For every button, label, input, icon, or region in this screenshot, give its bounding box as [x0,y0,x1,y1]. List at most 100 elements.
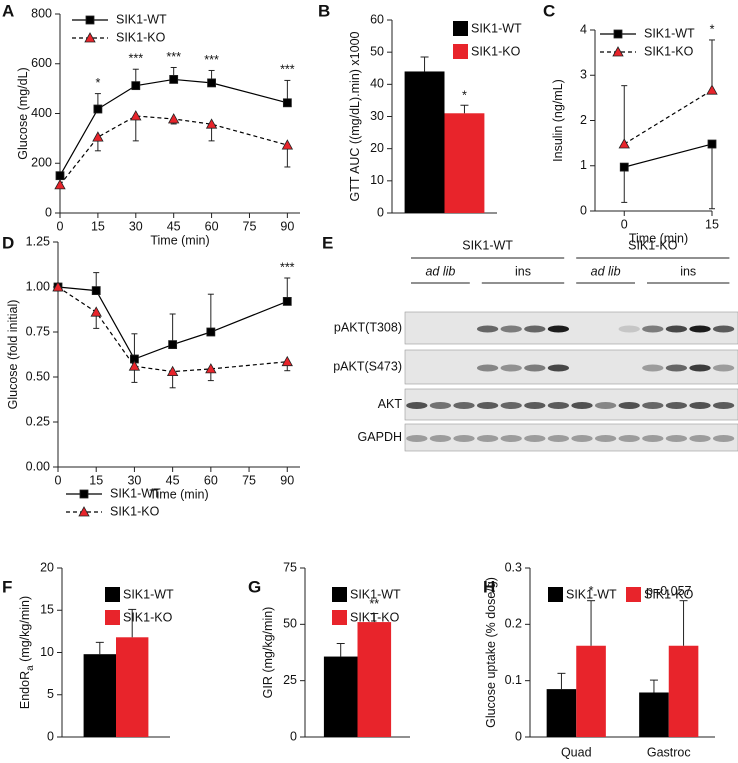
panel-letter: D [2,233,14,252]
annotation: * [95,76,100,90]
band [689,325,711,333]
marker [168,340,178,350]
y-axis-label-rest: (mg/kg/min) [18,596,32,665]
y-tick-label: 75 [283,560,297,574]
x-tick-label: 30 [127,473,141,487]
band [689,364,711,372]
x-tick-label: 0 [621,217,628,231]
annotation: ** [369,597,379,611]
band [665,435,688,442]
x-tick-label: 45 [167,219,181,233]
y-axis-label: Glucose (mg/dL) [16,67,30,159]
annotation: *** [280,260,295,274]
band [712,325,735,333]
marker [166,365,179,377]
band [665,364,688,372]
x-tick-label: 0 [55,473,62,487]
legend-label: SIK1-WT [566,587,617,601]
band [524,325,546,333]
row-label: AKT [378,397,403,411]
x-axis-label: Time (min) [150,233,209,247]
bar [83,654,116,737]
legend-label: SIK1-WT [110,486,161,500]
marker [91,286,101,296]
bar [444,113,485,213]
x-tick-label: Quad [561,745,592,759]
panel-letter: B [318,1,330,20]
y-tick-label: 0.50 [26,369,50,383]
condition-label: ad lib [591,264,621,278]
annotation: *** [280,63,295,77]
band [642,325,664,333]
band [547,364,570,372]
legend-label: SIK1-WT [350,587,401,601]
y-axis-label-text: GIR (mg/kg/min) [261,607,275,699]
blot-strip [404,349,738,385]
legend-marker [613,29,623,39]
band [712,364,735,372]
annotation: *** [128,52,143,66]
y-tick-label: 0 [580,203,587,217]
band [642,364,664,372]
y-tick-label: 10 [40,645,54,659]
marker [207,78,216,88]
y-axis-label-text: GTT AUC ((mg/dL).min) x1000 [348,31,362,201]
band [453,402,475,409]
condition-label: ad lib [425,264,455,278]
x-tick-label: 60 [204,473,218,487]
band [524,402,546,409]
y-tick-label: 400 [31,106,52,120]
band [524,435,546,442]
bar [404,71,445,213]
legend-marker [78,506,90,517]
marker [282,98,292,108]
condition-label: ins [680,264,696,278]
marker [128,360,141,371]
y-tick-label: 60 [370,12,384,26]
y-axis-label-sub: a [25,665,36,671]
bar [323,656,358,737]
y-tick-label: 200 [31,156,52,170]
marker [206,327,216,337]
y-tick-label: 1.25 [26,234,50,248]
marker [706,84,718,95]
bar [639,692,669,737]
band [406,402,428,409]
series-line [57,286,288,373]
panel-letter: C [543,1,555,20]
band [665,325,688,333]
band [500,435,522,442]
marker [618,138,630,149]
y-axis-label: GTT AUC ((mg/dL).min) x1000 [348,31,362,201]
legend-swatch [105,587,120,602]
legend-swatch [453,21,468,36]
y-tick-label: 0.3 [505,560,522,574]
band [500,325,522,333]
y-tick-label: 25 [283,673,297,687]
legend-marker [79,489,89,499]
y-tick-label: 0.2 [505,617,522,631]
marker [205,363,217,374]
band [571,402,593,409]
y-tick-label: 0 [45,205,52,219]
y-tick-label: 3 [580,68,587,82]
annotation: * [710,22,715,36]
marker [281,355,293,367]
y-tick-label: 0.75 [26,324,50,338]
band [665,402,688,409]
y-tick-label: 50 [370,44,384,58]
x-tick-label: 0 [57,219,64,233]
x-tick-label: Gastroc [647,745,691,759]
y-axis-label-text: Insulin (ng/mL) [551,79,565,162]
band [689,402,711,409]
band [594,402,617,409]
x-tick-label: 60 [205,219,219,233]
band [618,402,640,409]
y-tick-label: 0 [515,729,522,743]
band [453,435,475,442]
y-tick-label: 15 [40,603,54,617]
x-axis-label: Time (min) [629,231,688,245]
y-tick-label: 30 [370,109,384,123]
marker [169,75,179,84]
